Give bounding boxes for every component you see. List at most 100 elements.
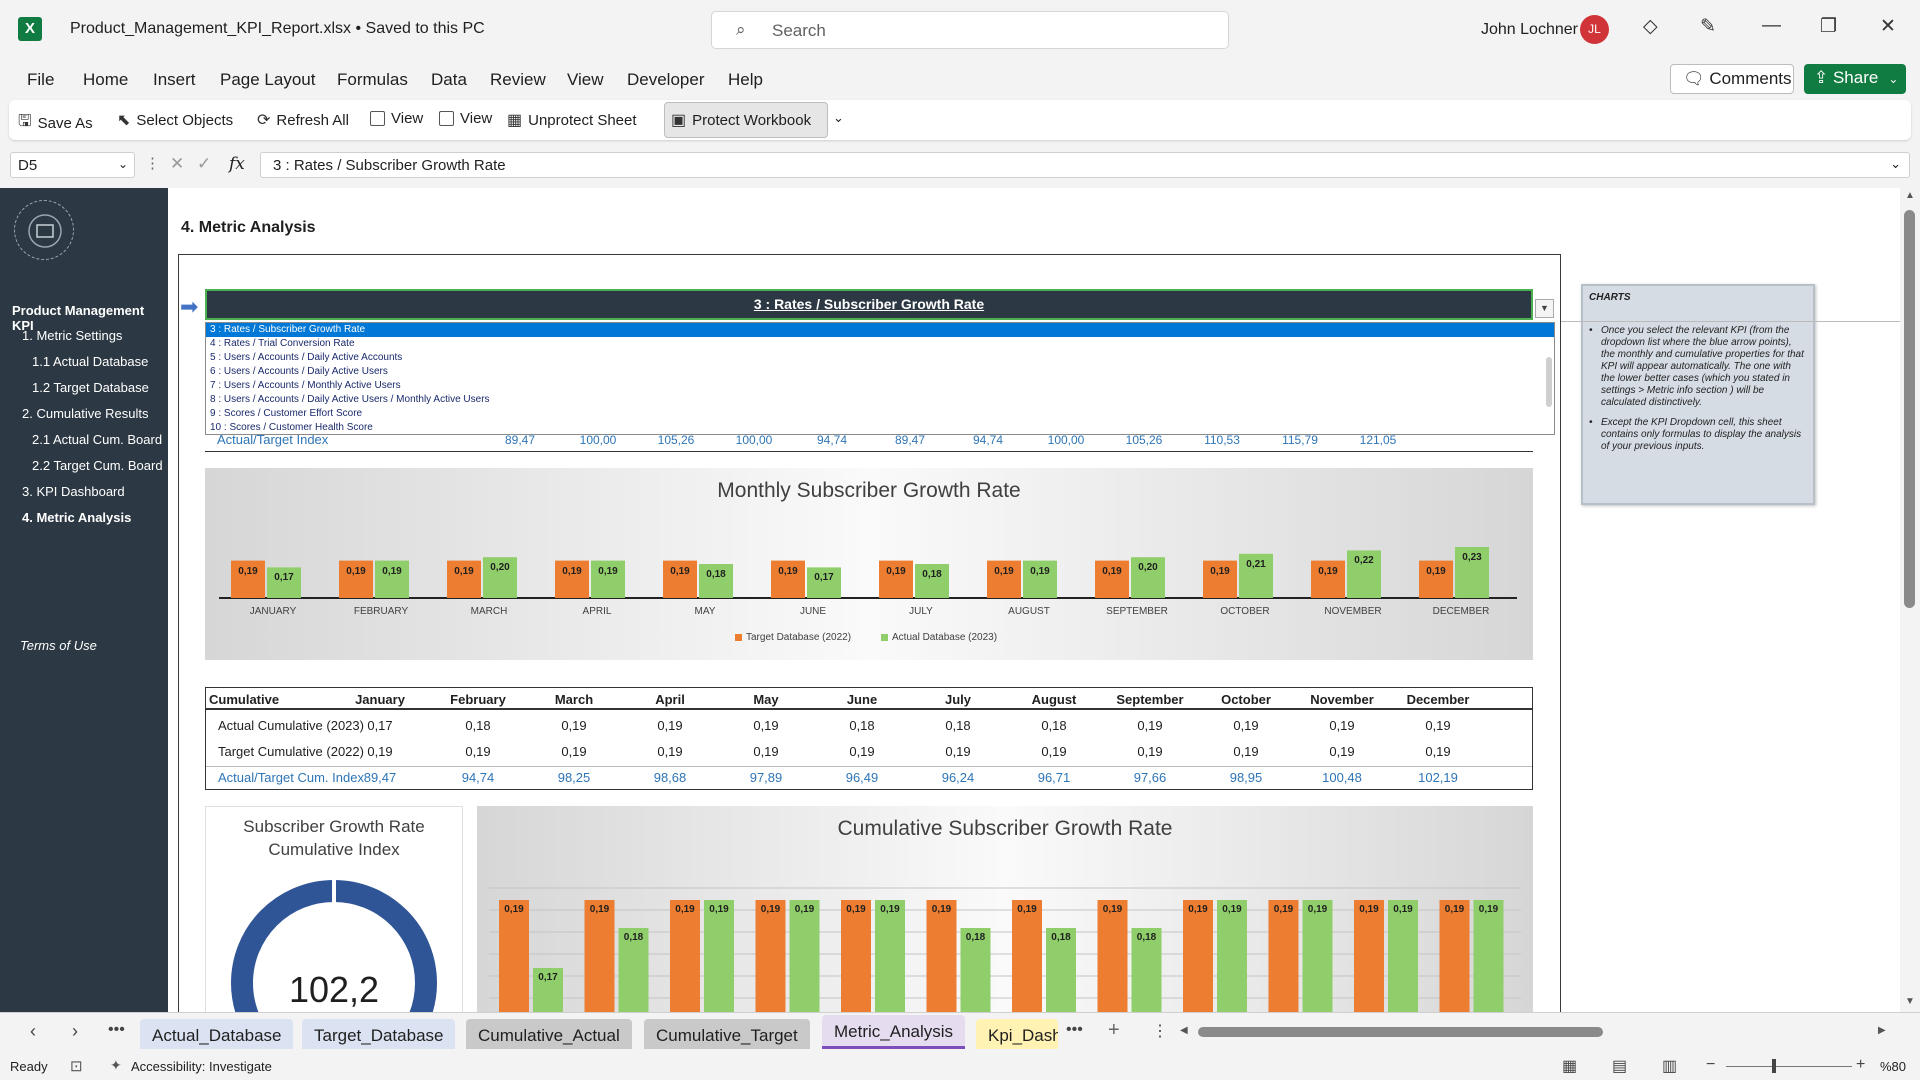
- scroll-down-icon[interactable]: ▼: [1905, 996, 1915, 1007]
- search-box[interactable]: ⌕ Search: [711, 11, 1229, 49]
- page-break-view-icon[interactable]: ▥: [1662, 1058, 1678, 1075]
- menu-review[interactable]: Review: [490, 70, 546, 89]
- view-checkbox-2[interactable]: View: [439, 110, 492, 127]
- sidebar-item-kpi-dashboard[interactable]: 3. KPI Dashboard: [22, 484, 125, 499]
- scroll-left-icon[interactable]: ◀: [1180, 1025, 1188, 1036]
- select-objects-button[interactable]: ⬉ Select Objects: [117, 110, 233, 130]
- toolbar-overflow-icon[interactable]: ⌄: [833, 110, 844, 125]
- comments-button[interactable]: 🗨 Comments: [1670, 64, 1794, 94]
- dropdown-option[interactable]: 10 : Scores / Customer Health Score: [210, 422, 373, 433]
- menu-formulas[interactable]: Formulas: [337, 70, 408, 89]
- sidebar-item-target-database[interactable]: 1.2 Target Database: [32, 380, 149, 395]
- unprotect-sheet-button[interactable]: ▦ Unprotect Sheet: [507, 110, 637, 130]
- zoom-level[interactable]: %80: [1880, 1059, 1907, 1074]
- tab-kpi-dash[interactable]: Kpi_Dash: [976, 1019, 1058, 1049]
- menu-help[interactable]: Help: [728, 70, 763, 89]
- more-tabs-icon[interactable]: •••: [1066, 1021, 1083, 1038]
- name-box[interactable]: D5 ⌄: [10, 152, 135, 178]
- dropdown-option[interactable]: 7 : Users / Accounts / Monthly Active Us…: [210, 380, 401, 391]
- menu-data[interactable]: Data: [431, 70, 467, 89]
- menu-view[interactable]: View: [567, 70, 604, 89]
- dropdown-option[interactable]: 5 : Users / Accounts / Daily Active Acco…: [210, 352, 403, 363]
- add-sheet-icon[interactable]: +: [1108, 1019, 1120, 1041]
- more-options-icon[interactable]: ⋮: [1152, 1023, 1168, 1040]
- menu-page-layout[interactable]: Page Layout: [220, 70, 316, 89]
- bar-target: [1268, 900, 1299, 1014]
- avatar[interactable]: JL: [1580, 15, 1609, 44]
- zoom-in-icon[interactable]: +: [1856, 1056, 1866, 1073]
- tab-metric-analysis[interactable]: Metric_Analysis: [822, 1015, 966, 1049]
- dropdown-option[interactable]: 6 : Users / Accounts / Daily Active User…: [210, 366, 388, 377]
- zoom-slider[interactable]: [1726, 1066, 1852, 1067]
- restore-icon[interactable]: ❐: [1820, 16, 1838, 37]
- sidebar-item-metric-analysis[interactable]: 4. Metric Analysis: [22, 510, 132, 525]
- view-checkbox-1[interactable]: View: [370, 110, 423, 127]
- chevron-down-icon[interactable]: ⌄: [117, 157, 128, 171]
- accessibility-icon[interactable]: ✦: [110, 1057, 122, 1073]
- monthly-chart[interactable]: Monthly Subscriber Growth Rate 0,19 0,17 J…: [205, 468, 1533, 660]
- share-button[interactable]: ⇪ Share ⌄: [1804, 64, 1906, 94]
- scroll-up-icon[interactable]: ▲: [1905, 190, 1915, 201]
- dropdown-option[interactable]: 4 : Rates / Trial Conversion Rate: [210, 338, 355, 349]
- sidebar-item-actual-database[interactable]: 1.1 Actual Database: [32, 354, 149, 369]
- scroll-right-icon[interactable]: ▶: [1878, 1025, 1886, 1036]
- save-as-button[interactable]: 🖫 Save As: [18, 110, 93, 137]
- macro-icon[interactable]: ⊡: [70, 1058, 83, 1075]
- dropdown-button[interactable]: ▼: [1535, 299, 1554, 318]
- dropdown-scrollbar[interactable]: [1546, 357, 1552, 407]
- file-title[interactable]: Product_Management_KPI_Report.xlsx • Sav…: [70, 20, 485, 37]
- menu-insert[interactable]: Insert: [153, 70, 196, 89]
- accessibility-status[interactable]: Accessibility: Investigate: [131, 1059, 272, 1074]
- dropdown-option[interactable]: 8 : Users / Accounts / Daily Active User…: [210, 394, 490, 405]
- horizontal-scrollbar[interactable]: ◀ ▶: [1178, 1023, 1892, 1041]
- sidebar-item-metric-settings[interactable]: 1. Metric Settings: [22, 328, 123, 343]
- scroll-thumb[interactable]: [1198, 1027, 1603, 1037]
- user-name[interactable]: John Lochner: [1481, 21, 1578, 38]
- chevron-down-icon[interactable]: ⌄: [1890, 156, 1901, 171]
- tab-cumulative-actual[interactable]: Cumulative_Actual: [466, 1019, 632, 1049]
- menu-developer[interactable]: Developer: [627, 70, 705, 89]
- more-tabs-icon[interactable]: •••: [108, 1021, 125, 1038]
- cumulative-index-gauge[interactable]: Subscriber Growth Rate Cumulative Index …: [205, 806, 463, 1014]
- minimize-icon[interactable]: —: [1762, 15, 1781, 36]
- pen-icon[interactable]: ✎: [1700, 16, 1716, 37]
- tab-actual-database[interactable]: Actual_Database: [140, 1019, 294, 1049]
- function-icon[interactable]: fx: [229, 154, 245, 174]
- normal-view-icon[interactable]: ▦: [1562, 1058, 1578, 1075]
- protect-workbook-button[interactable]: ▣ Protect Workbook: [664, 102, 828, 138]
- tab-target-database[interactable]: Target_Database: [302, 1019, 456, 1049]
- dropdown-option[interactable]: 3 : Rates / Subscriber Growth Rate: [206, 323, 1554, 337]
- kpi-dropdown-cell[interactable]: 3 : Rates / Subscriber Growth Rate: [205, 289, 1533, 320]
- close-icon[interactable]: ✕: [1880, 16, 1896, 37]
- zoom-slider-thumb[interactable]: [1772, 1059, 1776, 1073]
- checkbox[interactable]: [439, 111, 454, 126]
- formula-input[interactable]: 3 : Rates / Subscriber Growth Rate ⌄: [260, 152, 1910, 178]
- more-options-icon[interactable]: ⋮: [145, 155, 160, 172]
- cancel-icon[interactable]: ✕: [170, 154, 185, 173]
- data-label: 0,19: [1188, 904, 1208, 915]
- table-cell: 0,19: [465, 744, 491, 759]
- zoom-out-icon[interactable]: −: [1706, 1056, 1716, 1073]
- terms-of-use-link[interactable]: Terms of Use: [20, 638, 97, 653]
- enter-icon[interactable]: ✓: [197, 154, 212, 173]
- cumulative-chart[interactable]: Cumulative Subscriber Growth Rate 0,19 0,…: [477, 806, 1533, 1014]
- page-layout-view-icon[interactable]: ▤: [1612, 1058, 1628, 1075]
- tab-prev-icon[interactable]: ‹: [30, 1021, 36, 1041]
- tab-next-icon[interactable]: ›: [72, 1021, 78, 1041]
- menu-home[interactable]: Home: [83, 70, 129, 89]
- refresh-all-button[interactable]: ⟳ Refresh All: [257, 110, 349, 130]
- diamond-icon[interactable]: ◇: [1643, 16, 1658, 37]
- sidebar-item-target-cum-board[interactable]: 2.2 Target Cum. Board: [32, 458, 163, 473]
- kpi-dropdown-list[interactable]: 3 : Rates / Subscriber Growth Rate 4 : R…: [205, 322, 1555, 435]
- sidebar-item-actual-cum-board[interactable]: 2.1 Actual Cum. Board: [32, 432, 163, 447]
- menu-file[interactable]: File: [27, 70, 55, 89]
- tab-cumulative-target[interactable]: Cumulative_Target: [644, 1019, 810, 1049]
- bar-target: [1183, 900, 1213, 1014]
- vertical-scrollbar[interactable]: ▲ ▼: [1900, 188, 1920, 1012]
- scroll-thumb[interactable]: [1904, 210, 1915, 608]
- charts-note-box[interactable]: CHARTS Once you select the relevant KPI …: [1581, 284, 1815, 505]
- checkbox[interactable]: [370, 111, 385, 126]
- sidebar-item-cumulative-results[interactable]: 2. Cumulative Results: [22, 406, 149, 421]
- dropdown-option[interactable]: 9 : Scores / Customer Effort Score: [210, 408, 363, 419]
- column-header: February: [450, 692, 506, 707]
